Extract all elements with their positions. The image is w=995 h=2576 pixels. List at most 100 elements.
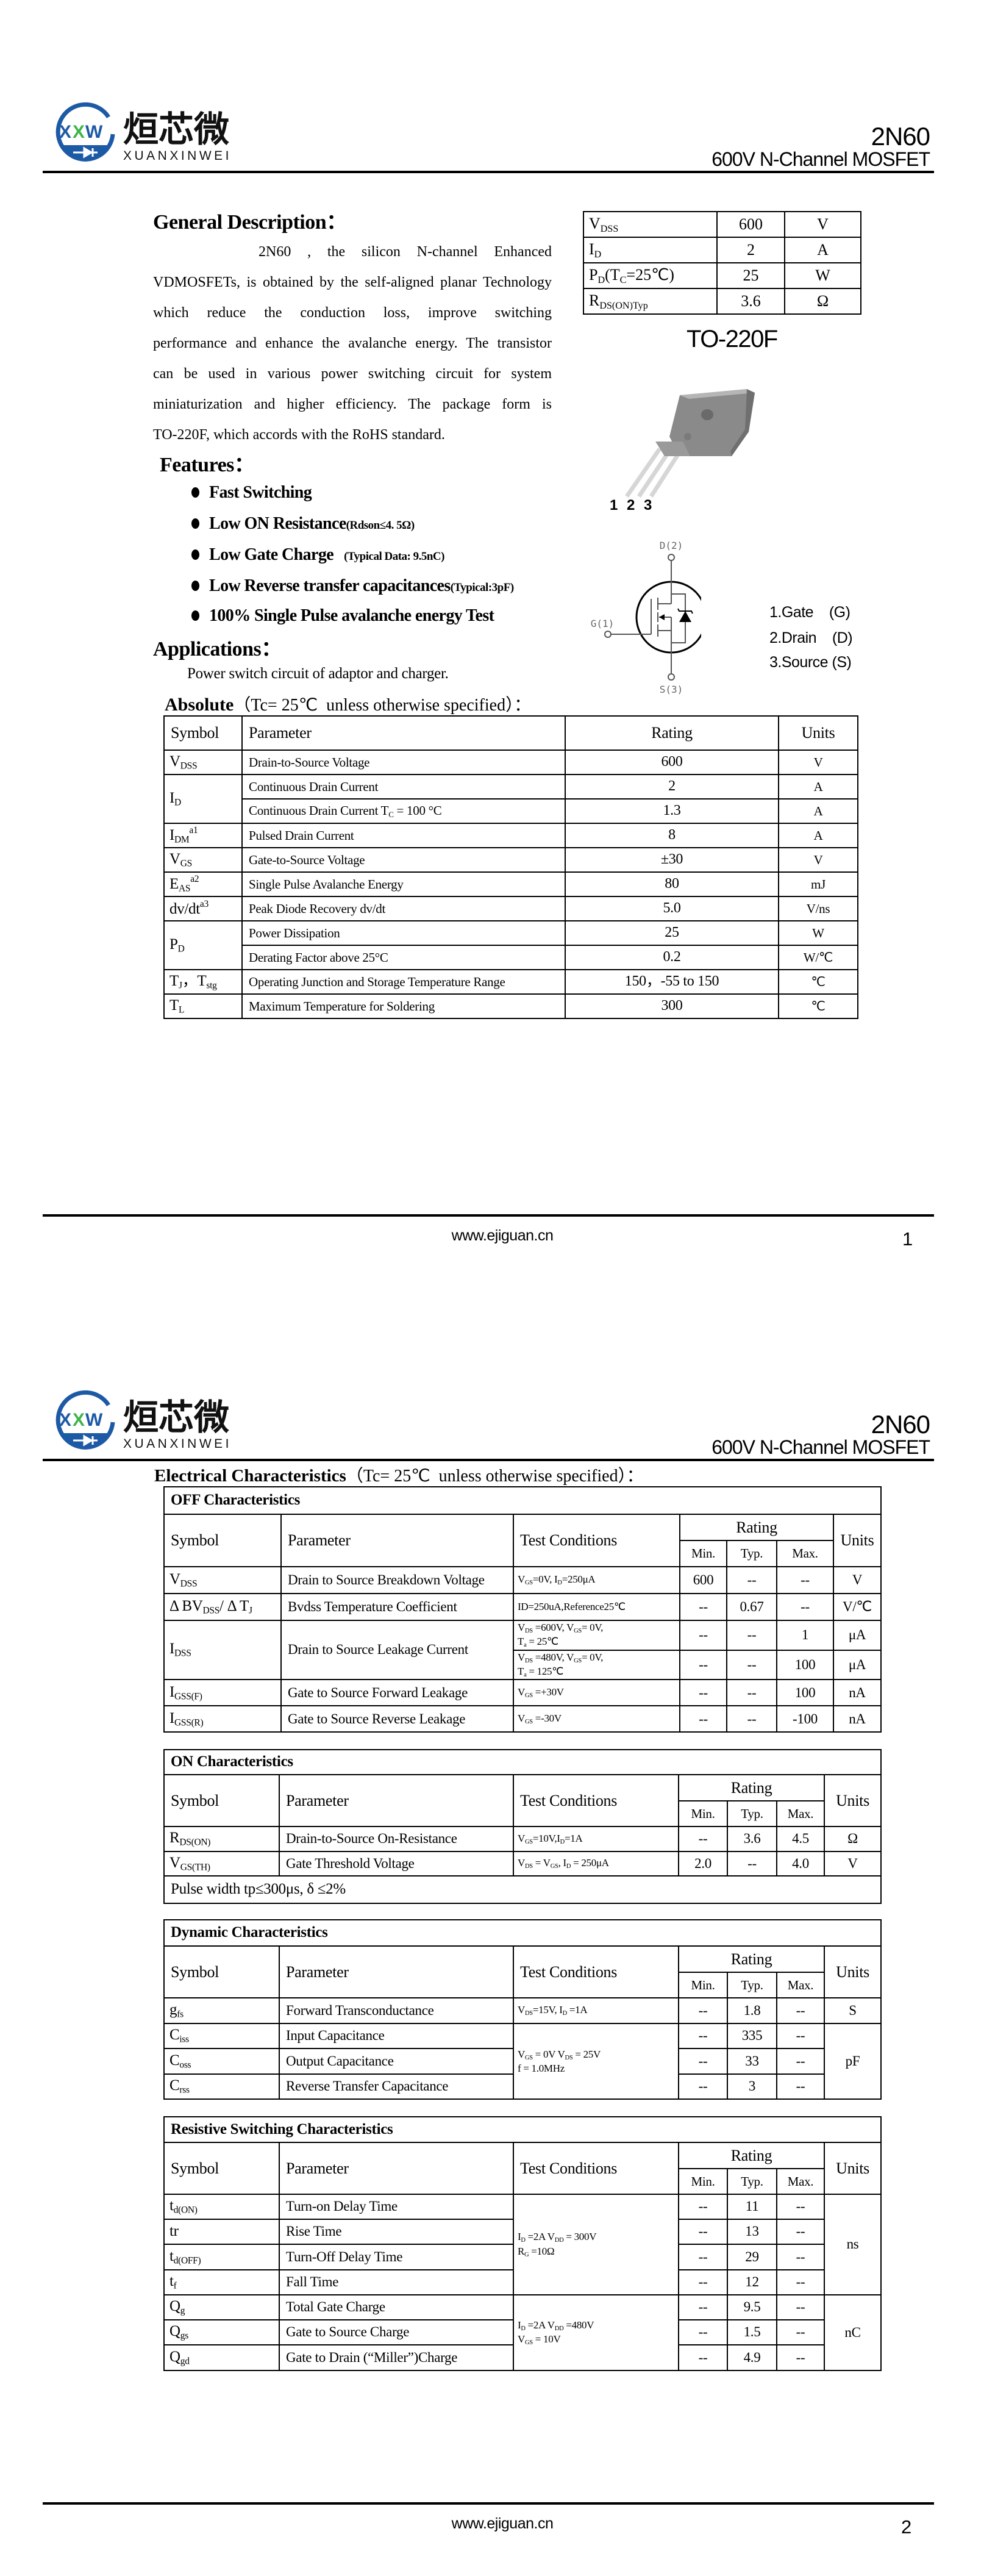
max-cell: -- — [776, 2073, 825, 2100]
typ-cell: -- — [726, 1679, 777, 1707]
min-cell: -- — [678, 2023, 728, 2049]
column-header-test: Test Conditions — [513, 1514, 680, 1567]
typ-cell: 29 — [727, 2244, 777, 2270]
bullet-icon — [191, 610, 199, 621]
table-title-row: Dynamic Characteristics — [163, 1919, 882, 1947]
table-title: Resistive Switching Characteristics — [163, 2116, 882, 2143]
max-cell: -- — [776, 2023, 825, 2049]
table-row: IDMa1 Pulsed Drain Current 8 A — [163, 823, 858, 848]
cond-cell: VDS = VGS, ID = 250μA — [513, 1851, 679, 1877]
parameter-cell: Operating Junction and Storage Temperatu… — [241, 969, 566, 995]
cond-cell: VDS =480V, VGS= 0V, Ta = 125℃ — [513, 1649, 680, 1681]
svg-text:S(3): S(3) — [660, 684, 683, 695]
table-row: VDSS Drain to Source Breakdown Voltage VGS… — [163, 1566, 882, 1594]
pin-numbers: 1 2 3 — [610, 497, 655, 513]
absolute-ratings-table: Symbol Parameter Rating Units VDSS Drain-to-S… — [163, 715, 858, 1019]
description-line: TO-220F, which accords with the RoHS sta… — [153, 427, 445, 443]
column-header-min: Min. — [678, 1972, 728, 1998]
min-cell: -- — [678, 2319, 728, 2345]
unit-cell: V — [833, 1566, 882, 1594]
bullet-icon — [191, 487, 199, 498]
mosfet-symbol-icon: D(2) G(1) S(3) — [591, 540, 701, 695]
symbol-cell: VDSS — [163, 750, 243, 775]
table-header-row: Symbol Parameter Rating Units — [163, 715, 858, 751]
min-cell: -- — [678, 2244, 728, 2270]
cond-cell: VDS=15V, ID =1A — [513, 1997, 679, 2024]
typ-cell: 9.5 — [727, 2294, 777, 2320]
unit-cell: mJ — [778, 871, 858, 897]
table-row: PD Power Dissipation 25 W — [163, 920, 858, 970]
parameter-cell: Drain to Source Leakage Current — [280, 1619, 514, 1681]
column-header-parameter: Parameter — [279, 1945, 514, 1998]
resistive-switching-table: Resistive Switching Characteristics Symbo… — [163, 2116, 882, 2371]
svg-text:烜芯微: 烜芯微 — [123, 109, 229, 150]
unit-cell: A — [778, 798, 858, 824]
symbol-cell: Qg — [163, 2294, 280, 2320]
cond-cell: VGS=10V,ID=1A — [513, 1826, 679, 1852]
column-header-unit: Units — [824, 1774, 882, 1827]
table-header-row: Symbol Parameter Test Conditions Rating Unit… — [163, 1945, 882, 1998]
column-header: Parameter — [241, 715, 566, 751]
table-row: IDSS Drain to Source Leakage Current VDS =… — [163, 1619, 882, 1681]
spec-value: 25 — [716, 262, 785, 289]
symbol-cell: IGSS(F) — [163, 1679, 282, 1707]
table-title-row: Resistive Switching Characteristics — [163, 2116, 882, 2143]
unit-cell: W — [778, 920, 858, 946]
typ-cell: 1.8 — [727, 1997, 777, 2024]
column-header-min: Min. — [678, 1800, 728, 1827]
off-characteristics-table: OFF Characteristics Symbol Parameter Test C… — [163, 1486, 882, 1733]
parameter-cell: Reverse Transfer Capacitance — [279, 2073, 514, 2100]
table-subheader-row: Min. Typ. Max. — [164, 2168, 881, 2195]
symbol-cell: RDS(ON) — [163, 1826, 280, 1852]
val-cell: 25 — [565, 920, 779, 946]
column-header-unit: Units — [833, 1514, 882, 1567]
column-header: Symbol — [163, 715, 243, 751]
symbol-cell: td(ON) — [163, 2194, 280, 2220]
electrical-characteristics-title: Electrical Characteristics（Tc= 25℃ unles… — [154, 1466, 644, 1486]
max-cell: 4.0 — [776, 1851, 825, 1877]
table-row: gfs Forward Transconductance VDS=15V, ID =… — [163, 1997, 882, 2024]
spec-unit: Ω — [784, 288, 861, 315]
spec-value: 2 — [716, 237, 785, 263]
parameter-cell: Continuous Drain Current — [241, 774, 566, 800]
column-header-typ: Typ. — [727, 1972, 777, 1998]
parameter-cell: Drain-to-Source On-Resistance — [279, 1826, 514, 1852]
parameter-cell: Gate to Source Charge — [279, 2319, 514, 2345]
table-row: td(ON) Turn-on Delay Time ID =2A VDD = 300… — [163, 2194, 882, 2295]
column-header-max: Max. — [776, 1800, 825, 1827]
characteristics-table: Dynamic Characteristics Symbol Parameter Te… — [163, 1919, 882, 2100]
part-number: 2N60 — [871, 122, 930, 151]
max-cell: 1 — [776, 1620, 834, 1651]
column-header-rating: Rating — [678, 1774, 825, 1801]
symbol-cell: EASa2 — [163, 871, 243, 897]
parameter-cell: Turn-on Delay Time — [279, 2194, 514, 2220]
column-header-rating: Rating — [679, 1514, 834, 1541]
max-cell: -- — [776, 2048, 825, 2075]
characteristics-table: OFF Characteristics Symbol Parameter Test C… — [163, 1486, 882, 1733]
key-spec-table: VDSS 600 V ID 2 A PD(TC=25℃) 25 W RDS(ON… — [583, 211, 861, 315]
applications-title: Applications： — [153, 638, 282, 660]
logo-mark-icon: X X W 烜芯微 XUANXINWEI — [55, 1390, 229, 1451]
unit-cell: W/℃ — [778, 945, 858, 970]
symbol-cell: IGSS(R) — [163, 1705, 282, 1733]
svg-text:烜芯微: 烜芯微 — [123, 1397, 229, 1438]
spec-row: RDS(ON)Typ 3.6 Ω — [583, 288, 861, 315]
cond-cell: ID =2A VDD =480V VGS = 10V — [513, 2294, 679, 2371]
column-header-max: Max. — [776, 1972, 825, 1998]
description-line: which reduce the conduction loss, improv… — [153, 305, 552, 321]
table-subheader-row: Min. Typ. Max. — [164, 1972, 881, 1998]
unit-cell: pF — [823, 2023, 882, 2100]
pin-legend-gate: 1.Gate (G) — [769, 604, 851, 621]
unit-cell: μA — [833, 1620, 882, 1651]
spec-symbol: VDSS — [583, 211, 718, 238]
val-cell: 1.3 — [565, 798, 779, 824]
column-header-min: Min. — [678, 2168, 728, 2195]
max-cell: 100 — [776, 1649, 834, 1681]
bullet-icon — [191, 581, 199, 592]
column-header-rating: Rating — [678, 2142, 825, 2169]
package-name: TO-220F — [687, 326, 778, 352]
column-header-typ: Typ. — [727, 2168, 777, 2195]
column-header-max: Max. — [776, 2168, 825, 2195]
min-cell: -- — [678, 2048, 728, 2075]
cond-cell: VGS =-30V — [513, 1705, 680, 1733]
